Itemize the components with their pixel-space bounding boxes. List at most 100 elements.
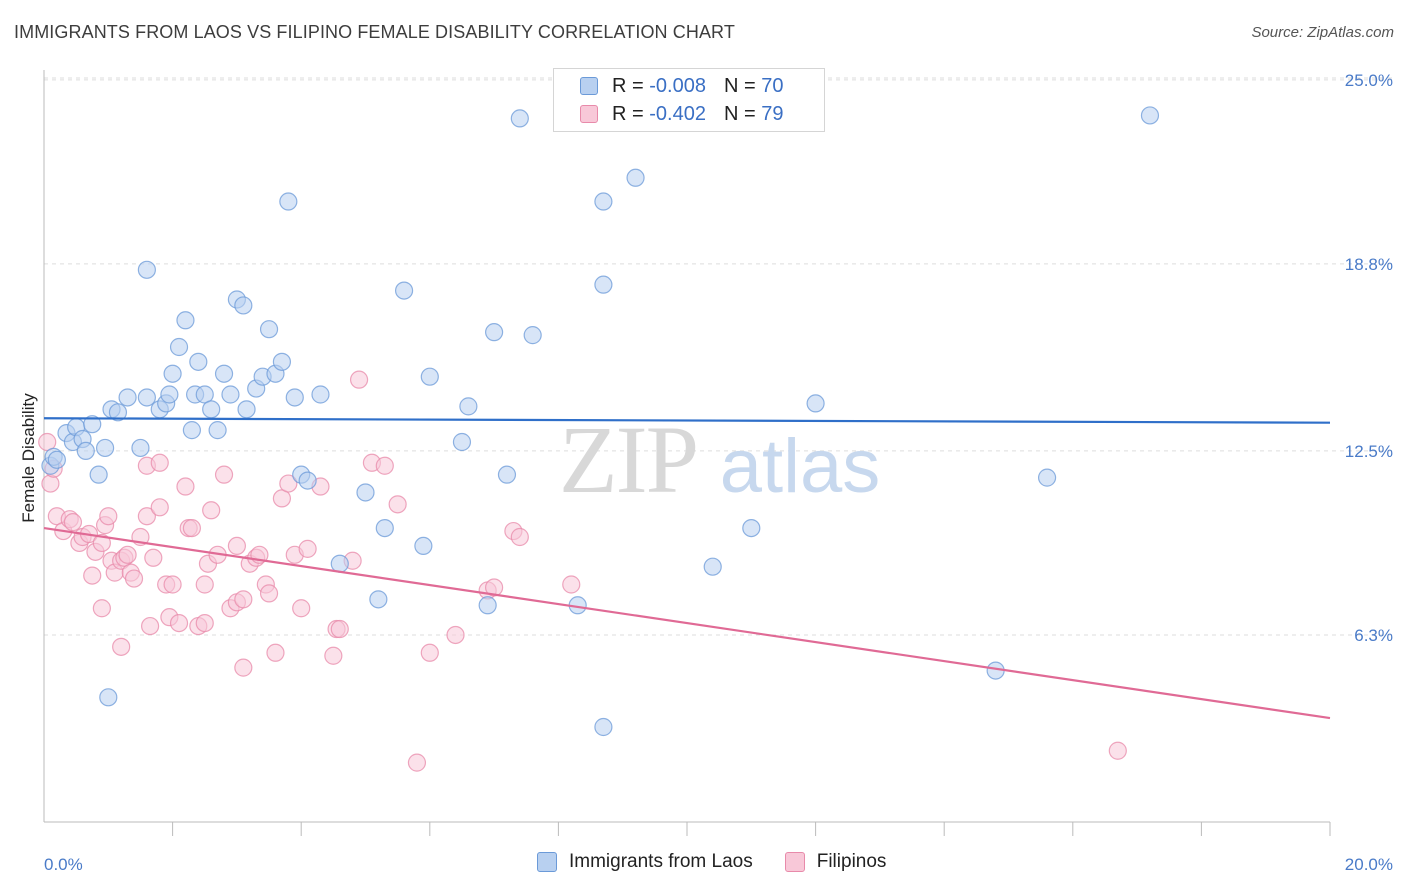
data-point — [292, 599, 311, 618]
data-point — [47, 450, 66, 469]
y-tick-label: 6.3% — [1354, 626, 1393, 645]
data-point — [369, 590, 388, 609]
series-legend-label-laos: Immigrants from Laos — [569, 851, 753, 872]
data-point — [163, 364, 182, 383]
data-point — [99, 688, 118, 707]
data-point — [446, 625, 465, 645]
series-legend-filipinos[interactable]: Filipinos — [784, 851, 887, 873]
series-legend-swatch-laos — [537, 852, 557, 872]
data-point — [497, 465, 517, 484]
data-point — [140, 616, 160, 636]
legend-r-value-laos: -0.008 — [649, 74, 706, 97]
data-point — [160, 385, 179, 404]
data-point — [394, 281, 414, 300]
watermark-atlas: atlas — [720, 424, 881, 509]
data-point — [594, 275, 613, 294]
data-point — [478, 596, 497, 615]
data-point — [459, 397, 478, 416]
data-point — [182, 421, 201, 440]
data-point — [95, 438, 115, 458]
legend-swatch-filipinos — [580, 105, 598, 123]
data-point — [407, 753, 427, 772]
trend-line — [43, 417, 1331, 424]
data-point — [1140, 106, 1160, 125]
data-point — [626, 168, 645, 187]
legend-n-label: N = — [723, 74, 756, 97]
data-point — [202, 501, 221, 520]
data-point — [169, 337, 189, 357]
series-filipinos — [38, 370, 1127, 772]
data-point — [234, 658, 253, 677]
data-point — [510, 109, 529, 128]
y-tick-label: 18.8% — [1345, 255, 1393, 274]
y-axis-label: Female Disability — [19, 393, 38, 523]
y-tick-label: 12.5% — [1345, 442, 1393, 461]
stats-legend: R = -0.008 N = 70 R = -0.402 N = 79 — [553, 68, 825, 132]
data-point — [176, 311, 195, 330]
data-point — [237, 400, 256, 419]
legend-swatch-laos — [580, 77, 598, 95]
data-point — [259, 320, 279, 339]
series-laos — [41, 106, 1160, 737]
data-point — [214, 364, 234, 383]
data-point — [137, 507, 156, 526]
data-point — [182, 518, 201, 538]
data-point — [510, 527, 529, 547]
data-point — [234, 590, 253, 609]
data-point — [108, 403, 128, 422]
data-point — [89, 465, 108, 484]
data-point — [266, 643, 285, 662]
data-point — [124, 569, 144, 588]
data-point — [324, 646, 343, 665]
data-point — [298, 471, 317, 490]
legend-r-label: R = — [612, 102, 644, 125]
data-point — [285, 388, 304, 407]
data-point — [202, 400, 221, 419]
data-point — [356, 483, 375, 502]
data-point — [703, 557, 722, 576]
data-point — [214, 465, 234, 484]
data-point — [150, 453, 169, 472]
data-point — [92, 599, 111, 618]
data-point — [150, 498, 169, 517]
data-point — [298, 539, 317, 558]
data-point — [594, 717, 613, 737]
data-point — [144, 548, 163, 567]
data-point — [1037, 468, 1057, 487]
x-tick-label-min: 0.0% — [44, 855, 83, 874]
watermark: ZIP atlas — [559, 406, 880, 513]
legend-row-filipinos: R = -0.402 N = 79 — [580, 100, 783, 128]
data-point — [420, 643, 439, 662]
data-point — [311, 385, 330, 404]
data-point — [163, 575, 182, 594]
series-legend-swatch-filipinos — [784, 852, 805, 872]
legend-r-value-filipinos: -0.402 — [649, 102, 706, 125]
data-point — [330, 619, 349, 639]
data-point — [195, 613, 214, 633]
series-legend: Immigrants from Laos Filipinos — [537, 851, 918, 873]
data-point — [523, 326, 542, 345]
data-point — [279, 192, 298, 211]
data-point — [742, 518, 761, 538]
x-tick-label-max: 20.0% — [1345, 855, 1393, 874]
data-point — [176, 477, 195, 496]
legend-row-laos: R = -0.008 N = 70 — [580, 72, 783, 100]
data-point — [189, 352, 208, 371]
gridlines — [44, 77, 1392, 636]
axis-labels: 25.0% 18.8% 12.5% 6.3% 0.0% 20.0% Female Disab… — [19, 71, 1393, 874]
data-point — [375, 518, 394, 538]
legend-n-label: N = — [723, 102, 756, 125]
data-point — [234, 296, 253, 315]
data-point — [99, 507, 118, 526]
data-point — [1108, 741, 1127, 760]
data-point — [118, 388, 137, 407]
data-point — [420, 367, 439, 386]
series-legend-label-filipinos: Filipinos — [816, 851, 887, 872]
series-legend-laos[interactable]: Immigrants from Laos — [537, 851, 753, 873]
data-point — [41, 474, 60, 493]
data-point — [594, 192, 613, 211]
data-point — [83, 415, 102, 434]
data-point — [83, 566, 102, 585]
data-point — [137, 388, 156, 407]
data-point — [118, 545, 137, 564]
